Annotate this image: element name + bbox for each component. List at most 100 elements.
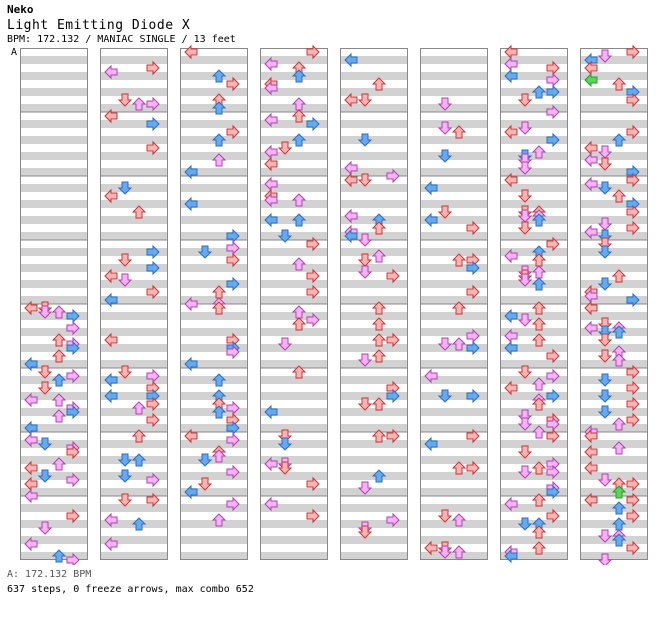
step-arrow-icon: [357, 253, 373, 267]
beat-stripe: [420, 248, 488, 256]
step-arrow-icon: [344, 228, 358, 244]
step-arrow-icon: [264, 192, 278, 208]
beat-stripe: [340, 72, 408, 80]
beat-stripe: [180, 328, 248, 336]
step-arrow-icon: [277, 337, 293, 351]
step-stats: 637 steps, 0 freeze arrows, max combo 65…: [7, 584, 254, 595]
beat-stripe: [420, 520, 488, 528]
beat-stripe: [500, 200, 568, 208]
column-border: [420, 48, 488, 560]
beat-stripe: [180, 248, 248, 256]
beat-stripe: [180, 424, 248, 432]
beat-stripe: [180, 312, 248, 320]
beat-stripe: [260, 296, 328, 304]
step-arrow-icon: [291, 69, 307, 83]
chart-meta: BPM: 172.132 / MANIAC SINGLE / 13 feet: [7, 34, 236, 45]
step-arrow-icon: [584, 428, 598, 444]
beat-stripe: [260, 312, 328, 320]
beat-stripe: [20, 184, 88, 192]
step-arrow-icon: [611, 133, 627, 147]
beat-stripe: [420, 120, 488, 128]
step-arrow-icon: [291, 317, 307, 331]
step-arrow-icon: [117, 469, 133, 483]
step-arrow-icon: [24, 536, 38, 552]
beat-stripe: [20, 520, 88, 528]
step-arrow-icon: [197, 245, 213, 259]
beat-stripe: [420, 200, 488, 208]
beat-stripe: [260, 344, 328, 352]
beat-stripe: [260, 248, 328, 256]
step-arrow-icon: [264, 112, 278, 128]
step-arrow-icon: [371, 333, 387, 347]
beat-stripe: [340, 104, 408, 112]
step-arrow-icon: [277, 437, 293, 451]
step-arrow-icon: [104, 332, 118, 348]
step-arrow-icon: [504, 548, 518, 564]
step-arrow-icon: [611, 189, 627, 203]
step-arrow-icon: [51, 393, 67, 407]
chart-column: [20, 48, 88, 565]
beat-stripe: [420, 152, 488, 160]
beat-stripe: [260, 104, 328, 112]
step-arrow-icon: [451, 301, 467, 315]
beat-stripe: [580, 56, 648, 64]
step-arrow-icon: [24, 432, 38, 448]
step-arrow-icon: [117, 93, 133, 107]
step-arrow-icon: [211, 373, 227, 387]
step-arrow-icon: [626, 172, 640, 188]
beat-stripe: [420, 376, 488, 384]
step-arrow-icon: [531, 85, 547, 99]
step-arrow-icon: [306, 284, 320, 300]
beat-stripe: [580, 264, 648, 272]
beat-stripe: [100, 504, 168, 512]
beat-stripe: [340, 504, 408, 512]
step-arrow-icon: [451, 513, 467, 527]
step-arrow-icon: [357, 481, 373, 495]
step-arrow-icon: [424, 436, 438, 452]
step-arrow-icon: [517, 121, 533, 135]
step-arrow-icon: [626, 92, 640, 108]
step-arrow-icon: [277, 461, 293, 475]
step-arrow-icon: [146, 244, 160, 260]
step-arrow-icon: [626, 412, 640, 428]
step-arrow-icon: [264, 404, 278, 420]
beat-stripe: [500, 552, 568, 560]
beat-stripe: [340, 344, 408, 352]
beat-stripe: [260, 88, 328, 96]
beat-stripe: [580, 296, 648, 304]
beat-stripe: [100, 328, 168, 336]
beat-stripe: [340, 152, 408, 160]
step-arrow-icon: [386, 512, 400, 528]
beat-stripe: [340, 392, 408, 400]
step-arrow-icon: [437, 205, 453, 219]
beat-stripe: [260, 424, 328, 432]
step-arrow-icon: [291, 213, 307, 227]
beat-stripe: [180, 504, 248, 512]
step-arrow-icon: [131, 429, 147, 443]
step-arrow-icon: [51, 305, 67, 319]
beat-stripe: [20, 56, 88, 64]
step-arrow-icon: [584, 444, 598, 460]
step-arrow-icon: [546, 104, 560, 120]
beat-stripe: [180, 520, 248, 528]
step-arrow-icon: [611, 269, 627, 283]
beat-stripe: [100, 424, 168, 432]
step-arrow-icon: [386, 168, 400, 184]
step-arrow-icon: [584, 300, 598, 316]
step-arrow-icon: [451, 337, 467, 351]
beat-stripe: [500, 360, 568, 368]
beat-stripe: [260, 264, 328, 272]
step-arrow-icon: [546, 388, 560, 404]
step-arrow-icon: [466, 428, 480, 444]
beat-stripe: [340, 56, 408, 64]
step-arrow-icon: [517, 189, 533, 203]
step-arrow-icon: [146, 284, 160, 300]
step-arrow-icon: [584, 460, 598, 476]
beat-stripe: [340, 440, 408, 448]
beat-stripe: [420, 184, 488, 192]
beat-stripe: [20, 360, 88, 368]
beat-stripe: [580, 440, 648, 448]
beat-stripe: [580, 216, 648, 224]
beat-stripe: [260, 168, 328, 176]
chart-column: [260, 44, 328, 560]
